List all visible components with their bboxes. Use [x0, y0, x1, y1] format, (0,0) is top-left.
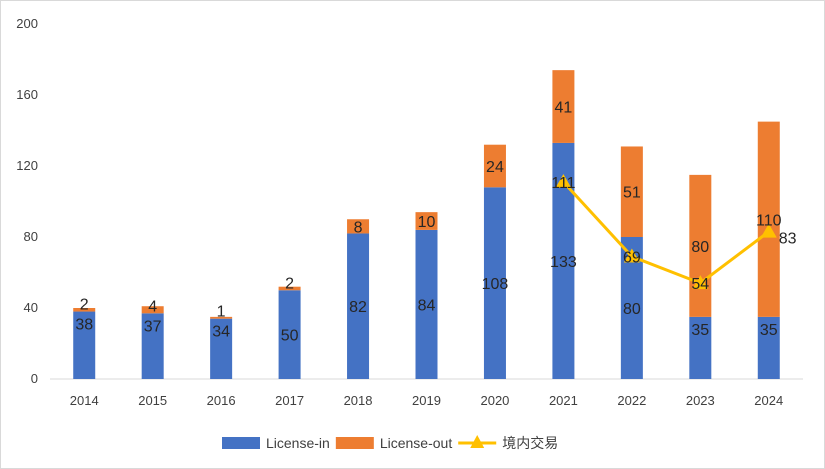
bar-license-out [347, 219, 370, 234]
legend-swatch [335, 437, 374, 449]
data-label-license-in: 80 [623, 301, 641, 318]
data-label-license-in: 50 [281, 328, 299, 345]
data-label-license-in: 35 [760, 322, 778, 339]
bar-license-in [141, 313, 164, 379]
line-series: 111 69 54 83 [551, 173, 797, 293]
data-label-license-out: 24 [486, 159, 504, 176]
y-tick-label: 160 [16, 87, 38, 102]
x-tick-label: 2014 [70, 393, 99, 408]
data-label-license-out: 4 [148, 298, 157, 315]
line-marker-triangle [760, 223, 777, 238]
data-label-license-in: 38 [75, 317, 93, 334]
data-label-license-in: 34 [212, 324, 230, 341]
bar-license-out [620, 146, 643, 237]
x-tick-label: 2016 [207, 393, 236, 408]
bar-license-in [757, 316, 780, 379]
bar-license-in [620, 237, 643, 379]
legend-swatch [222, 437, 260, 449]
line-marker-triangle [692, 275, 709, 290]
bar-license-out [73, 308, 96, 312]
bar-license-in [73, 311, 96, 379]
y-tick-label: 40 [24, 300, 38, 315]
data-label-domestic-deals: 83 [779, 231, 797, 248]
legend-marker-triangle [470, 435, 485, 448]
bar-license-out [757, 121, 780, 317]
data-label-license-out: 1 [217, 304, 226, 321]
line-domestic-deals [562, 180, 770, 285]
data-labels: 38 2 37 4 34 1 50 2 82 8 84 10 108 24 133 41 80 51 35 80 35 1… [75, 100, 781, 345]
x-tick-label: 2018 [344, 393, 373, 408]
y-tick-label: 200 [16, 16, 38, 31]
data-label-license-in: 82 [349, 299, 367, 316]
data-label-license-in: 133 [550, 254, 577, 271]
bar-license-out [278, 286, 301, 291]
x-axis-labels: 2014 2015 2016 2017 2018 2019 2020 2021 2022 2023… [70, 393, 783, 408]
bar-license-in [483, 187, 506, 379]
data-label-domestic-deals: 69 [623, 250, 641, 267]
data-label-domestic-deals: 54 [691, 276, 709, 293]
legend-label: License-in [266, 435, 330, 451]
x-tick-label: 2020 [480, 393, 509, 408]
x-tick-label: 2022 [617, 393, 646, 408]
data-label-license-in: 108 [482, 276, 509, 293]
data-label-license-out: 110 [756, 212, 782, 229]
bar-license-in [278, 290, 301, 379]
x-tick-label: 2024 [754, 393, 783, 408]
y-tick-label: 80 [24, 229, 38, 244]
line-marker-triangle [555, 173, 572, 188]
data-label-license-out: 8 [354, 219, 363, 236]
data-label-license-out: 2 [80, 297, 89, 314]
bar-license-in [347, 233, 370, 379]
bar-license-out [483, 144, 506, 188]
bar-license-in [415, 229, 438, 379]
legend: License-in License-out 境内交易 [222, 435, 558, 451]
x-tick-label: 2023 [686, 393, 715, 408]
y-tick-label: 0 [31, 371, 38, 386]
x-tick-label: 2015 [138, 393, 167, 408]
legend-label: License-out [380, 435, 452, 451]
bar-license-in [689, 316, 712, 379]
bar-license-in [552, 142, 575, 379]
data-label-license-in: 35 [691, 322, 709, 339]
data-label-license-out: 2 [285, 275, 294, 292]
x-tick-label: 2017 [275, 393, 304, 408]
bars [73, 70, 780, 379]
legend-label: 境内交易 [502, 435, 558, 451]
bar-license-out [415, 212, 438, 230]
data-label-domestic-deals: 111 [551, 175, 575, 192]
line-marker-triangle [623, 248, 640, 263]
data-label-license-out: 80 [691, 239, 709, 256]
data-label-license-out: 41 [555, 100, 573, 117]
bar-license-out [552, 70, 575, 143]
data-label-license-out: 10 [418, 214, 436, 231]
x-tick-label: 2021 [549, 393, 578, 408]
x-tick-label: 2019 [412, 393, 441, 408]
bar-license-in [210, 318, 233, 379]
y-axis-labels: 0 40 80 120 160 200 [16, 16, 38, 386]
data-label-license-in: 37 [144, 318, 162, 335]
bar-license-out [141, 306, 164, 314]
data-label-license-out: 51 [623, 185, 641, 202]
data-label-license-in: 84 [418, 297, 436, 314]
bar-license-out [210, 316, 233, 319]
y-tick-label: 120 [16, 158, 38, 173]
